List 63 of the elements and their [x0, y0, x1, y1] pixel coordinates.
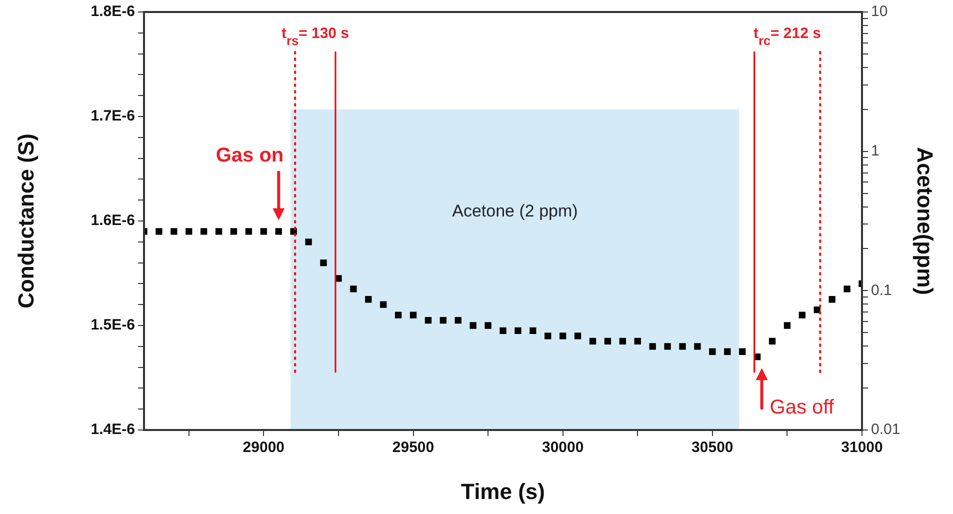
point — [679, 343, 686, 350]
y2-tick-label: 0.01 — [871, 421, 900, 438]
point — [320, 259, 327, 266]
point — [619, 338, 626, 345]
y2-tick-label: 10 — [871, 3, 888, 20]
point — [394, 312, 402, 318]
y-tick-label: 1.8E-6 — [90, 3, 135, 20]
point — [589, 338, 596, 345]
point — [200, 228, 208, 235]
point — [664, 343, 671, 350]
point — [500, 327, 506, 334]
point — [484, 322, 492, 329]
x-axis-title: Time (s) — [461, 478, 545, 504]
point — [470, 322, 476, 329]
point — [410, 312, 417, 318]
point — [560, 332, 566, 340]
point — [739, 348, 746, 355]
annotation: Gas on — [216, 144, 284, 167]
point — [275, 228, 282, 235]
y2-tick-label: 0.1 — [871, 282, 892, 299]
point — [828, 296, 836, 303]
x-tick-label: 30000 — [542, 439, 584, 456]
x-tick-label: 29000 — [242, 439, 285, 456]
y-axis-title: Conductance (S) — [13, 134, 38, 308]
annotation: Gas off — [770, 396, 834, 419]
point — [424, 316, 432, 324]
y-tick-label: 1.6E-6 — [90, 212, 135, 230]
point — [365, 296, 372, 303]
point — [170, 228, 178, 235]
x-tick-label: 30500 — [692, 439, 734, 456]
point — [724, 348, 731, 355]
point — [440, 316, 446, 324]
point — [604, 338, 612, 345]
point — [574, 332, 582, 340]
point — [350, 286, 357, 292]
y-tick-label: 1.7E-6 — [90, 108, 135, 125]
point — [798, 312, 806, 318]
y-tick-label: 1.5E-6 — [90, 316, 135, 334]
point — [156, 228, 162, 235]
point — [305, 238, 312, 246]
point — [380, 301, 387, 308]
point — [709, 348, 716, 355]
point — [186, 228, 192, 235]
y-tick-label: 1.4E-6 — [90, 421, 135, 438]
point — [544, 332, 552, 340]
x-tick-label: 31000 — [841, 439, 883, 456]
y2-axis-title: Acetone(ppm) — [912, 147, 938, 295]
y2-tick-label: 1 — [871, 142, 880, 160]
point — [768, 338, 776, 345]
point — [844, 286, 850, 292]
point — [634, 338, 641, 345]
point — [215, 228, 222, 235]
point — [230, 228, 238, 235]
point — [245, 228, 252, 235]
point — [694, 343, 701, 350]
series-label: Acetone (2 ppm) — [452, 202, 578, 221]
x-tick-label: 29500 — [392, 439, 434, 456]
point — [784, 322, 791, 329]
point — [454, 316, 462, 324]
point — [649, 343, 656, 350]
point — [260, 228, 267, 235]
point — [514, 327, 522, 334]
point — [530, 327, 536, 334]
